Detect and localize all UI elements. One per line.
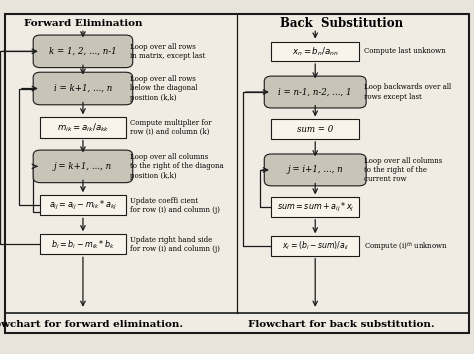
Text: Loop over all rows
below the diagonal
position (k,k): Loop over all rows below the diagonal po… bbox=[130, 75, 198, 102]
Text: $a_{ij} = a_{ij} - m_{ik}*a_{kj}$: $a_{ij} = a_{ij} - m_{ik}*a_{kj}$ bbox=[49, 199, 117, 212]
FancyBboxPatch shape bbox=[40, 234, 126, 254]
FancyBboxPatch shape bbox=[5, 14, 469, 333]
Text: i = k+1, ..., n: i = k+1, ..., n bbox=[54, 84, 112, 93]
FancyBboxPatch shape bbox=[264, 76, 366, 108]
Text: Compute last unknown: Compute last unknown bbox=[364, 47, 446, 55]
FancyBboxPatch shape bbox=[271, 41, 359, 61]
Text: Compute (i)$^{th}$ unknown: Compute (i)$^{th}$ unknown bbox=[364, 240, 447, 252]
FancyBboxPatch shape bbox=[271, 119, 359, 139]
Text: $x_i = (b_i - sum)/a_{ii}$: $x_i = (b_i - sum)/a_{ii}$ bbox=[282, 240, 349, 252]
Text: Flowchart for back substitution.: Flowchart for back substitution. bbox=[248, 320, 435, 330]
Text: Loop backwards over all
rows except last: Loop backwards over all rows except last bbox=[364, 84, 451, 101]
Text: Loop over all rows
in matrix, except last: Loop over all rows in matrix, except las… bbox=[130, 43, 206, 60]
Text: Loop over all columns
to the right of the diagona
position (k,k): Loop over all columns to the right of th… bbox=[130, 153, 224, 179]
Text: j = k+1, ..., n: j = k+1, ..., n bbox=[54, 162, 112, 171]
Text: $x_n = b_n/a_{nn}$: $x_n = b_n/a_{nn}$ bbox=[292, 45, 339, 58]
Text: Flowchart for forward elimination.: Flowchart for forward elimination. bbox=[0, 320, 183, 330]
Text: Back  Substitution: Back Substitution bbox=[280, 17, 403, 29]
FancyBboxPatch shape bbox=[33, 72, 133, 105]
Text: Compute multiplier for
row (i) and column (k): Compute multiplier for row (i) and colum… bbox=[130, 119, 212, 136]
FancyBboxPatch shape bbox=[40, 195, 126, 215]
Text: $m_{ik} = a_{ik}/a_{kk}$: $m_{ik} = a_{ik}/a_{kk}$ bbox=[57, 121, 109, 134]
FancyBboxPatch shape bbox=[33, 150, 133, 183]
Text: $sum = sum + a_{ij}*x_j$: $sum = sum + a_{ij}*x_j$ bbox=[276, 200, 354, 214]
Text: Update coeffi cient
for row (i) and column (j): Update coeffi cient for row (i) and colu… bbox=[130, 197, 220, 214]
Text: j = i+1, ..., n: j = i+1, ..., n bbox=[287, 165, 343, 175]
Text: k = 1, 2, ..., n-1: k = 1, 2, ..., n-1 bbox=[49, 47, 117, 56]
Text: sum = 0: sum = 0 bbox=[297, 125, 333, 134]
Text: Loop over all columns
to the right of the
current row: Loop over all columns to the right of th… bbox=[364, 157, 442, 183]
FancyBboxPatch shape bbox=[271, 236, 359, 256]
FancyBboxPatch shape bbox=[271, 198, 359, 217]
Text: Forward Elimination: Forward Elimination bbox=[24, 18, 142, 28]
Text: $b_i = b_i - m_{ik}*b_k$: $b_i = b_i - m_{ik}*b_k$ bbox=[51, 238, 115, 251]
FancyBboxPatch shape bbox=[33, 35, 133, 68]
Text: i = n-1, n-2, ..., 1: i = n-1, n-2, ..., 1 bbox=[278, 87, 352, 97]
FancyBboxPatch shape bbox=[264, 154, 366, 186]
FancyBboxPatch shape bbox=[40, 117, 126, 137]
Text: Update right hand side
for row (i) and column (j): Update right hand side for row (i) and c… bbox=[130, 236, 220, 253]
